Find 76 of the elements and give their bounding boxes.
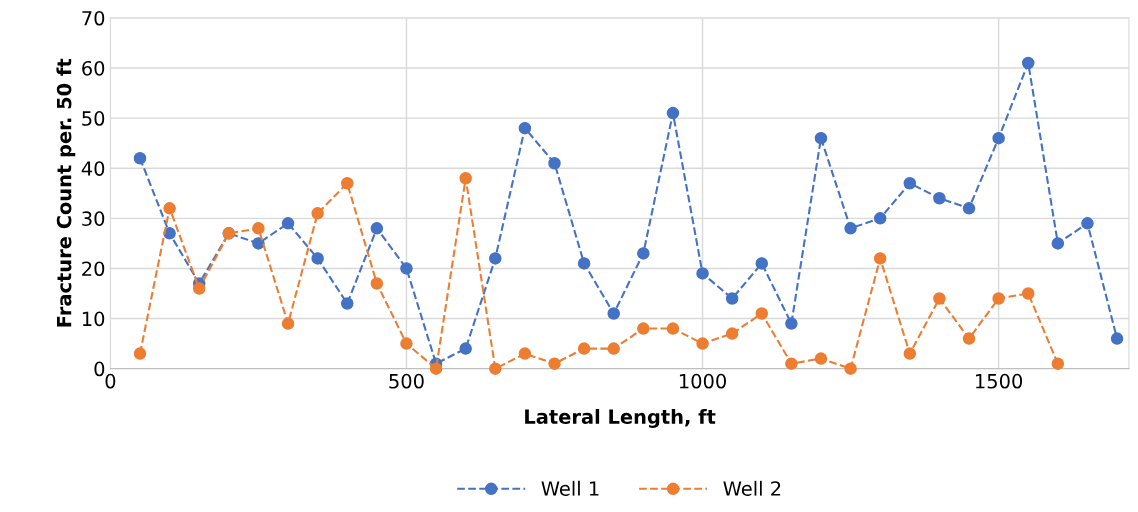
point: [903, 347, 917, 360]
point: [459, 342, 472, 355]
y-tick-label: 10: [82, 311, 105, 327]
x-tick-label: 1000: [679, 373, 726, 389]
point: [518, 121, 532, 135]
point: [1051, 357, 1065, 370]
point: [933, 192, 946, 205]
y-tick-label: 30: [82, 211, 105, 226]
point: [340, 297, 354, 310]
point: [192, 282, 206, 295]
y-tick-label: 60: [82, 60, 105, 76]
point: [1021, 56, 1035, 70]
point: [429, 362, 443, 375]
point: [311, 207, 324, 220]
point: [873, 252, 887, 265]
legend-label: Well 1: [541, 480, 599, 496]
point: [666, 106, 680, 120]
point: [311, 252, 324, 265]
point: [785, 357, 798, 370]
point: [548, 156, 561, 170]
point: [725, 292, 739, 305]
point: [489, 252, 502, 265]
point: [400, 262, 413, 275]
y-tick-label: 20: [82, 261, 105, 277]
point: [370, 222, 384, 235]
point: [607, 307, 620, 320]
point: [281, 317, 295, 330]
x-tick-label: 1500: [976, 373, 1023, 389]
point: [755, 307, 769, 320]
point: [489, 362, 502, 375]
point: [281, 217, 295, 230]
y-tick-label: 40: [81, 161, 105, 176]
point: [1051, 237, 1065, 250]
point: [725, 327, 739, 340]
point: [163, 202, 176, 215]
point: [696, 337, 709, 350]
point: [607, 342, 620, 355]
point: [133, 151, 147, 165]
point: [340, 177, 354, 190]
point: [1021, 287, 1035, 300]
point: [814, 131, 828, 145]
point: [962, 202, 976, 215]
point: [696, 267, 709, 280]
point: [400, 337, 413, 350]
point: [133, 347, 147, 360]
point: [518, 347, 532, 360]
point: [1110, 332, 1124, 345]
point: [252, 222, 265, 235]
point: [637, 247, 650, 260]
point: [1081, 217, 1094, 230]
point: [577, 257, 591, 270]
point: [459, 171, 472, 185]
y-tick-label: 0: [94, 361, 105, 377]
point: [962, 332, 976, 345]
point: [785, 317, 798, 330]
point: [933, 292, 946, 305]
point: [755, 257, 769, 270]
point: [577, 342, 591, 355]
point: [548, 357, 561, 370]
legend-label: Well 2: [723, 480, 781, 496]
point: [903, 177, 917, 190]
point: [992, 131, 1005, 145]
point: [992, 292, 1005, 305]
point: [814, 352, 828, 365]
y-axis-title: Fracture Count per. 50 ft: [56, 58, 76, 327]
point: [873, 212, 887, 225]
x-tick-label: 0: [105, 373, 116, 389]
point: [370, 277, 384, 290]
x-tick-label: 500: [389, 373, 424, 389]
point: [844, 362, 857, 375]
point: [844, 222, 857, 235]
point: [637, 322, 650, 335]
y-tick-label: 70: [82, 10, 105, 26]
point: [666, 322, 680, 335]
x-axis-title: Lateral Length, ft: [525, 408, 716, 428]
y-tick-label: 50: [82, 111, 105, 126]
